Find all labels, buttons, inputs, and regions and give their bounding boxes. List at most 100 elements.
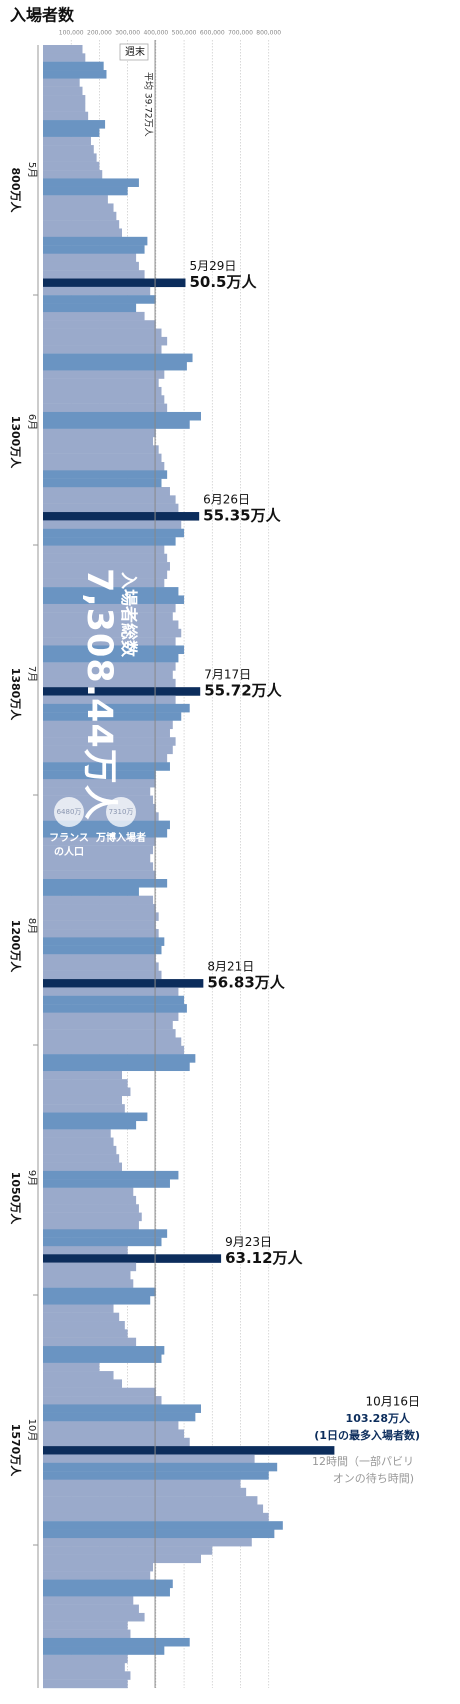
x-tick-label: 200,000 [87,30,112,37]
bar [43,1471,269,1480]
bar [43,745,173,755]
bar [43,178,139,187]
bar [43,1279,134,1288]
bar [43,370,165,379]
bar [43,1371,114,1380]
value-label: 55.72万人 [204,682,282,700]
bar [43,845,154,855]
bar [43,228,122,238]
bar [43,1379,122,1388]
bar [43,1004,187,1013]
bar [43,462,165,471]
bar [43,962,159,971]
bar [43,145,94,154]
bar [43,678,176,688]
bar [43,912,159,921]
bar [43,1512,269,1522]
average-label: 平均 39.72万人 [143,72,155,137]
bar [43,1579,173,1589]
month-total: 1380万人 [9,668,23,722]
bar [43,1654,128,1664]
comparison-value: 6480万 [57,808,82,816]
bar [43,1212,142,1222]
bar [43,111,89,121]
bar [43,795,154,805]
bar [43,1312,120,1322]
bar [43,1612,145,1622]
bar [43,1637,190,1647]
bar [43,628,182,638]
month-total: 1200万人 [9,920,23,974]
bar [43,1462,278,1472]
x-tick-label: 600,000 [200,30,225,37]
legend-label: 週末 [125,45,145,58]
bar [43,1521,283,1530]
bar [43,270,145,279]
bar [43,770,156,780]
bar [43,1346,165,1355]
value-label: 63.12万人 [225,1249,303,1267]
bar [43,1529,275,1539]
bar [43,987,179,996]
bar [43,1012,179,1021]
x-tick-label: 100,000 [59,30,84,37]
bar [43,1020,173,1030]
month-label: 7月 [26,666,38,682]
bar [43,1537,252,1547]
highlight-date: 6月26日 [203,493,250,507]
bar [43,1270,131,1280]
bar [43,720,173,730]
bar [43,1429,185,1438]
highlight-bar [43,1254,222,1263]
comparison-circle [54,797,84,827]
bar [43,1170,179,1180]
bar [43,1662,125,1672]
value-label: 103.28万人 [346,1411,411,1425]
bar [43,120,106,129]
bar [43,345,162,354]
bar [43,136,91,146]
bar [43,620,179,629]
bar [43,1262,137,1272]
bar [43,954,156,963]
bar [43,612,173,621]
bar [43,1387,156,1397]
bar [43,1646,165,1655]
bar [43,1287,156,1297]
bar [43,520,182,529]
bar [43,1112,148,1122]
bar [43,728,170,738]
bar [43,879,168,888]
bar [43,361,187,371]
bar [43,128,100,137]
bar [43,1054,196,1063]
max-annotation: 12時間（一部パビリ [312,1454,414,1468]
bar [43,587,179,596]
bar [43,445,159,454]
month-label: 9月 [26,1170,38,1186]
bar [43,904,156,913]
bar [43,937,165,946]
month-total: 1570万人 [9,1424,23,1478]
bar [43,1562,154,1572]
total-title: 入場者総数 [118,572,139,658]
bar [43,1045,185,1055]
bar [43,1296,151,1305]
bar [43,737,176,746]
bar [43,1095,122,1105]
highlight-bar [43,278,186,288]
bar [43,1412,196,1422]
bar [43,595,185,604]
bar [43,1354,162,1363]
bar [43,712,182,721]
comparison-label: フランス [49,832,89,844]
month-label: 10月 [26,1419,38,1442]
month-label: 8月 [26,918,38,934]
legend-box [119,43,149,61]
bar [43,428,156,438]
highlight-bar [43,979,204,988]
bar [43,253,137,263]
bar [43,103,86,112]
month-label: 5月 [26,162,38,178]
